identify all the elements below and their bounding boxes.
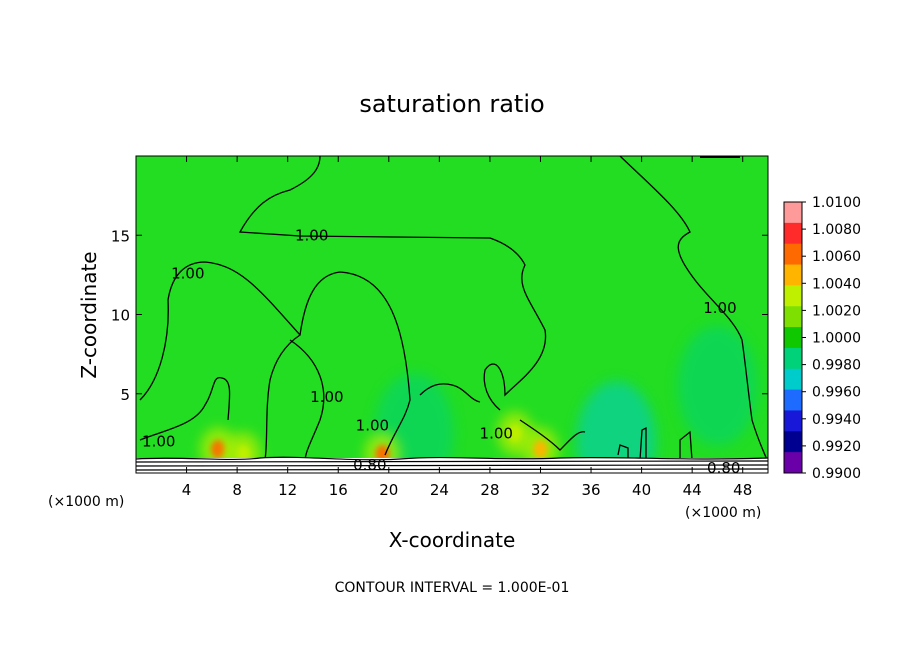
x-tick-label: 8 — [232, 481, 242, 499]
cool-region-2 — [576, 381, 657, 473]
colorbar-label: 0.9980 — [812, 358, 861, 374]
colorbar-swatch — [784, 431, 802, 453]
cool-region-0 — [677, 325, 758, 446]
x-tick-label: 40 — [632, 481, 651, 499]
surface-band — [136, 456, 768, 473]
colorbar-swatch — [784, 222, 802, 245]
colorbar-label: 0.9900 — [812, 466, 861, 482]
colorbar-label: 1.0100 — [812, 195, 861, 211]
x-tick-label: 4 — [182, 481, 192, 499]
contour-labels: 1.00 1.00 1.00 1.00 1.00 1.00 1.00 0.80 0.80 — [142, 226, 740, 477]
x-tick-label: 32 — [531, 481, 550, 499]
x-tick-label: 28 — [480, 481, 499, 499]
colorbar-swatch — [784, 452, 802, 474]
contour-label: 1.00 — [703, 299, 736, 317]
colorbar-label: 1.0020 — [812, 303, 861, 319]
contour-label: 1.00 — [142, 432, 175, 450]
contour-upper — [238, 156, 547, 411]
colorbar-swatch — [784, 306, 802, 328]
warm-spot-3 — [508, 424, 523, 443]
x-tick-label: 24 — [430, 481, 449, 499]
y-tick-label: 15 — [111, 227, 130, 245]
colorbar-swatch — [784, 389, 802, 411]
colorbar-swatch — [784, 243, 802, 266]
x-axis-ticks: 4 8 12 16 20 24 28 32 36 40 44 48 — [182, 156, 752, 499]
colorbar-label: 0.9940 — [812, 412, 861, 428]
colorbar-label: 1.0080 — [812, 222, 861, 238]
colorbar-swatch — [784, 347, 802, 370]
contour-left-edge — [139, 377, 231, 441]
warm-spot-0 — [211, 440, 226, 459]
colorbar-label: 0.9960 — [812, 385, 861, 401]
y-axis-label: Z-coordinate — [77, 251, 101, 378]
contour-left-lobe — [139, 261, 301, 461]
contour-label: 0.80 — [353, 456, 386, 474]
contour-interval-note: CONTOUR INTERVAL = 1.000E-01 — [335, 580, 570, 596]
chart-title: saturation ratio — [359, 90, 544, 118]
y-tick-label: 5 — [120, 386, 130, 404]
contour-mid-broken — [419, 383, 586, 451]
contour-right-small — [617, 426, 693, 461]
contour-label: 1.00 — [356, 416, 389, 434]
x-axis-label: X-coordinate — [389, 528, 516, 552]
colorbar-label: 1.0000 — [812, 331, 861, 347]
warm-spot-4 — [533, 440, 548, 459]
x-unit-left: (×1000 m) — [48, 494, 124, 510]
contour-label: 1.00 — [310, 388, 343, 406]
x-unit-right: (×1000 m) — [685, 505, 761, 521]
contour-mid-lobe — [299, 271, 411, 456]
x-tick-label: 44 — [683, 481, 702, 499]
y-axis-ticks: 5 10 15 — [111, 227, 768, 404]
contour-right — [619, 156, 768, 463]
colorbar-swatch — [784, 410, 802, 432]
colorbar: 1.0100 1.0080 1.0060 1.0040 1.0020 1.0000 0.99… — [783, 195, 861, 482]
colorbar-swatch — [784, 327, 802, 349]
contour-label: 1.00 — [480, 424, 513, 442]
colorbar-swatch — [784, 285, 802, 307]
y-tick-label: 10 — [111, 307, 130, 325]
contour-mid-lobe-inner — [289, 339, 325, 461]
contour-label: 1.00 — [295, 226, 328, 244]
x-tick-label: 48 — [733, 481, 752, 499]
colorbar-swatch — [784, 202, 802, 224]
colorbar-label: 1.0060 — [812, 249, 861, 265]
x-tick-label: 12 — [278, 481, 297, 499]
colorbar-swatch — [784, 264, 802, 286]
contour-label: 0.80 — [707, 459, 740, 477]
x-tick-label: 36 — [581, 481, 600, 499]
colorbar-swatch — [784, 368, 802, 391]
contour-lines — [139, 156, 768, 463]
colorbar-label: 1.0040 — [812, 276, 861, 292]
x-tick-label: 20 — [379, 481, 398, 499]
colorbar-label: 0.9920 — [812, 439, 861, 455]
contour-label: 1.00 — [171, 264, 204, 282]
x-tick-label: 16 — [329, 481, 348, 499]
